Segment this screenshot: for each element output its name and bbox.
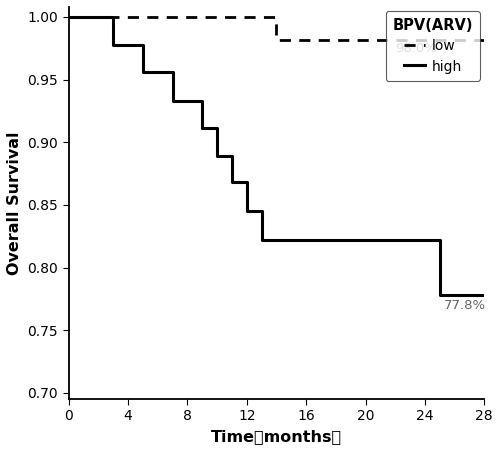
Text: 77.8%: 77.8% (444, 299, 486, 312)
Y-axis label: Overall Survival: Overall Survival (7, 131, 22, 275)
Legend: low, high: low, high (386, 11, 480, 81)
Text: 98.0%: 98.0% (395, 42, 437, 55)
X-axis label: Time（months）: Time（months） (211, 429, 342, 444)
